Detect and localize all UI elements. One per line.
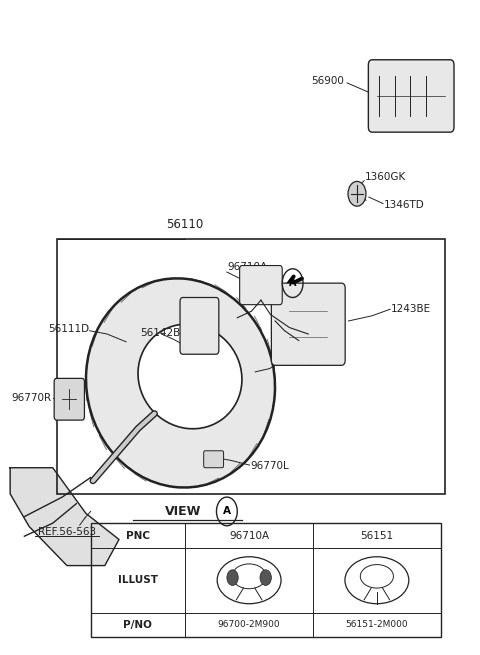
Text: 56151-2M000: 56151-2M000 <box>346 620 408 629</box>
Text: 1346TD: 1346TD <box>384 200 425 210</box>
Text: ILLUST: ILLUST <box>118 575 158 585</box>
FancyBboxPatch shape <box>204 451 224 468</box>
Text: 56151: 56151 <box>360 531 394 540</box>
Text: 56991C: 56991C <box>279 358 319 368</box>
Text: VIEW: VIEW <box>166 505 202 518</box>
FancyBboxPatch shape <box>240 265 282 305</box>
Circle shape <box>348 181 366 206</box>
Text: PNC: PNC <box>126 531 150 540</box>
Text: 1360GK: 1360GK <box>365 172 406 183</box>
FancyBboxPatch shape <box>180 297 219 354</box>
Circle shape <box>227 570 238 586</box>
FancyBboxPatch shape <box>54 379 84 420</box>
Ellipse shape <box>138 324 242 429</box>
Text: 96770L: 96770L <box>251 460 289 471</box>
Text: 56111D: 56111D <box>48 324 90 335</box>
Text: 96710A: 96710A <box>227 263 267 272</box>
Text: 1243BE: 1243BE <box>391 304 431 314</box>
Text: P/NO: P/NO <box>123 620 152 630</box>
FancyBboxPatch shape <box>271 283 345 365</box>
Text: A: A <box>223 506 231 516</box>
Bar <box>91 523 441 637</box>
Polygon shape <box>10 468 119 565</box>
Text: 96770R: 96770R <box>11 393 51 403</box>
Circle shape <box>260 570 271 586</box>
Text: 56142B: 56142B <box>140 328 180 338</box>
Text: 56900: 56900 <box>311 76 344 86</box>
Text: 56110: 56110 <box>167 218 204 231</box>
Text: 96700-2M900: 96700-2M900 <box>218 620 280 629</box>
Bar <box>58 240 445 494</box>
Text: 96710A: 96710A <box>229 531 269 540</box>
FancyBboxPatch shape <box>368 60 454 132</box>
Text: REF.56-563: REF.56-563 <box>38 527 96 537</box>
Ellipse shape <box>86 278 275 487</box>
Text: A: A <box>289 278 297 288</box>
